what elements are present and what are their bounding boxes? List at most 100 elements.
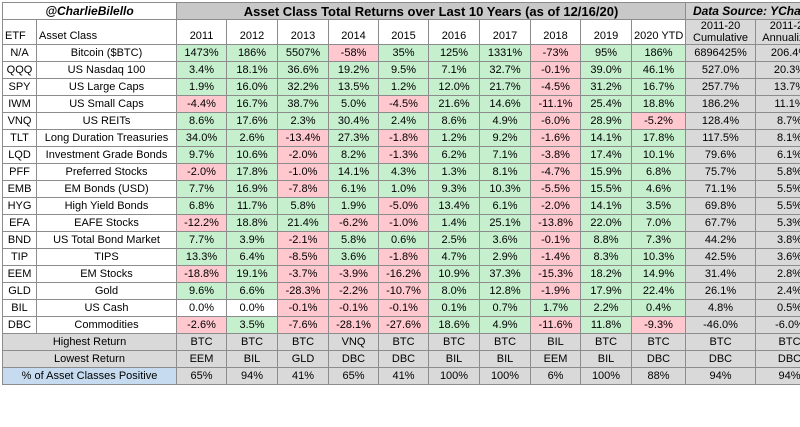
return-cell: 8.8% [580, 231, 633, 249]
asset-class-name: Investment Grade Bonds [35, 146, 178, 164]
return-cell: 7.1% [479, 146, 532, 164]
summary-cell: 94% [685, 367, 757, 385]
return-cell: 37.3% [479, 265, 532, 283]
return-cell: 32.2% [277, 78, 330, 96]
summary-cell: DBC [631, 350, 687, 368]
return-cell: -4.4% [176, 95, 228, 113]
etf-ticker: TIP [2, 248, 37, 266]
return-cell: 1331% [479, 44, 532, 62]
summary-cell: BIL [226, 350, 279, 368]
column-header-year: 2019 [580, 19, 633, 45]
return-cell: -8.5% [277, 248, 330, 266]
return-cell: 9.5% [378, 61, 430, 79]
return-cell: 1.9% [328, 197, 380, 215]
return-cell: 22.4% [631, 282, 687, 300]
return-cell: -13.4% [277, 129, 330, 147]
return-cell: 10.3% [631, 248, 687, 266]
return-cell: 7.7% [176, 231, 228, 249]
asset-class-name: Gold [35, 282, 178, 300]
return-cell: 5.8% [328, 231, 380, 249]
return-cell: 34.0% [176, 129, 228, 147]
summary-cell: 94% [226, 367, 279, 385]
summary-cell: DBC [755, 350, 800, 368]
return-cell: -0.1% [277, 299, 330, 317]
return-cell: 46.1% [631, 61, 687, 79]
return-cell: 10.1% [631, 146, 687, 164]
highest-return-row: Highest Return BTC BTC BTC VNQ BTC BTC BTC BIL BT… [1, 333, 800, 351]
cumulative-return-cell: 71.1% [685, 180, 757, 198]
annualized-return-cell: 0.5% [755, 299, 800, 317]
return-cell: 8.6% [428, 112, 481, 130]
cumulative-return-cell: 26.1% [685, 282, 757, 300]
return-cell: -1.8% [378, 248, 430, 266]
return-cell: 19.1% [226, 265, 279, 283]
return-cell: 14.1% [328, 163, 380, 181]
return-cell: -1.3% [378, 146, 430, 164]
summary-cell: 41% [378, 367, 430, 385]
return-cell: 1.2% [428, 129, 481, 147]
asset-class-name: Preferred Stocks [35, 163, 178, 181]
annualized-return-cell: 5.5% [755, 180, 800, 198]
column-header-asset-class: Asset Class [35, 19, 178, 45]
column-header-row: ETF Asset Class 2011 2012 2013 2014 2015 2016… [2, 19, 800, 45]
return-cell: 4.3% [378, 163, 430, 181]
return-cell: 25.1% [479, 214, 532, 232]
return-cell: 2.2% [580, 299, 633, 317]
return-cell: 1.4% [428, 214, 481, 232]
summary-label: Highest Return [1, 333, 178, 351]
table-row: HYG High Yield Bonds 6.8% 11.7% 5.8% 1.9% -5.0… [2, 197, 800, 215]
return-cell: 12.8% [479, 282, 532, 300]
return-cell: -3.8% [530, 146, 582, 164]
return-cell: 1.3% [428, 163, 481, 181]
return-cell: 7.3% [631, 231, 687, 249]
return-cell: 9.7% [176, 146, 228, 164]
column-header-annualized-line: Annualized [762, 32, 800, 44]
return-cell: -0.1% [530, 231, 582, 249]
return-cell: 30.4% [328, 112, 380, 130]
table-row: IWM US Small Caps -4.4% 16.7% 38.7% 5.0% -4.5%… [2, 95, 800, 113]
percent-positive-row: % of Asset Classes Positive 65% 94% 41% 65% 4… [1, 367, 800, 385]
return-cell: 13.4% [428, 197, 481, 215]
etf-ticker: N/A [2, 44, 37, 62]
annualized-return-cell: 11.1% [755, 95, 800, 113]
return-cell: -6.0% [530, 112, 582, 130]
return-cell: 6.8% [631, 163, 687, 181]
summary-cell: BTC [428, 333, 481, 351]
return-cell: 6.4% [226, 248, 279, 266]
column-header-year: 2018 [530, 19, 582, 45]
summary-cell: 100% [479, 367, 532, 385]
return-cell: -11.1% [530, 95, 582, 113]
return-cell: -5.5% [530, 180, 582, 198]
return-cell: 21.7% [479, 78, 532, 96]
return-cell: -2.0% [277, 146, 330, 164]
annualized-return-cell: 8.7% [755, 112, 800, 130]
return-cell: -0.1% [530, 61, 582, 79]
return-cell: 5507% [277, 44, 330, 62]
return-cell: 3.5% [226, 316, 279, 334]
table-title: Asset Class Total Returns over Last 10 Y… [176, 2, 687, 20]
cumulative-return-cell: 117.5% [685, 129, 757, 147]
return-cell: 0.6% [378, 231, 430, 249]
cumulative-return-cell: 69.8% [685, 197, 757, 215]
return-cell: 10.3% [479, 180, 532, 198]
return-cell: 17.8% [226, 163, 279, 181]
return-cell: -1.0% [378, 214, 430, 232]
cumulative-return-cell: 4.8% [685, 299, 757, 317]
returns-table: @CharlieBilello Asset Class Total Return… [1, 2, 800, 385]
asset-class-name: High Yield Bonds [35, 197, 178, 215]
summary-cell: BTC [755, 333, 800, 351]
summary-cell: BTC [176, 333, 228, 351]
return-cell: 17.8% [631, 129, 687, 147]
return-cell: 6.8% [176, 197, 228, 215]
return-cell: 8.3% [580, 248, 633, 266]
return-cell: -2.6% [176, 316, 228, 334]
column-header-annualized-line: 2011-20 [769, 20, 800, 33]
summary-cell: BTC [685, 333, 757, 351]
return-cell: 38.7% [277, 95, 330, 113]
cumulative-return-cell: 31.4% [685, 265, 757, 283]
summary-cell: BTC [580, 333, 633, 351]
return-cell: -27.6% [378, 316, 430, 334]
etf-ticker: IWM [2, 95, 37, 113]
asset-class-name: US Cash [35, 299, 178, 317]
annualized-return-cell: 20.3% [755, 61, 800, 79]
